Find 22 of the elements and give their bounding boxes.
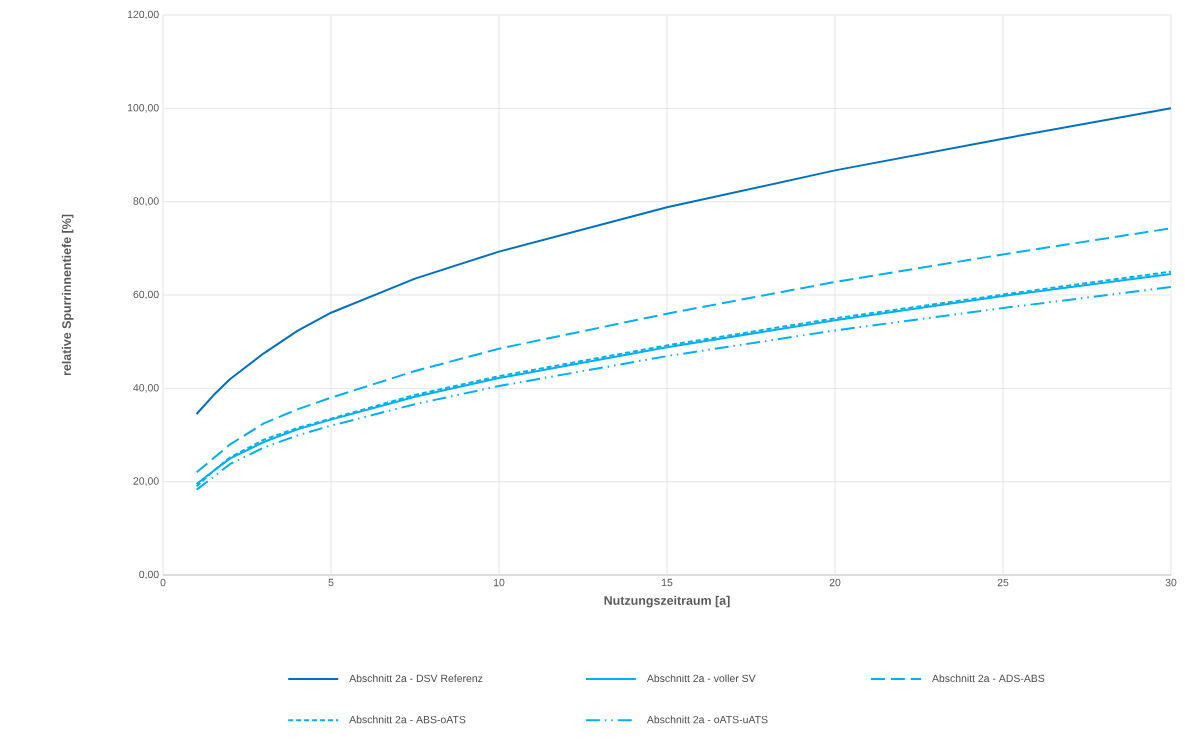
legend-label: Abschnitt 2a - ADS-ABS xyxy=(932,674,1045,683)
legend-label: Abschnitt 2a - oATS-uATS xyxy=(646,715,768,724)
y-axis-title: relative Spurrinnentiefe [%] xyxy=(61,214,74,376)
y-tick-label: 80,00 xyxy=(133,197,159,206)
line-series xyxy=(195,107,1172,415)
y-tick-label: 0,00 xyxy=(139,570,159,580)
legend-label: Abschnitt 2a - voller SV xyxy=(646,674,756,683)
y-tick-label: 120,00 xyxy=(127,10,159,20)
x-tick-label: 15 xyxy=(661,578,673,587)
x-tick-label: 0 xyxy=(160,578,166,587)
y-tick-label: 40,00 xyxy=(133,384,159,393)
legend-label: Abschnitt 2a - ABS-oATS xyxy=(349,715,466,724)
y-tick-label: 20,00 xyxy=(133,477,159,486)
y-tick-label: 100,00 xyxy=(127,104,159,113)
x-axis-title: Nutzungszeitraum [a] xyxy=(604,595,730,608)
x-tick-label: 25 xyxy=(997,578,1009,587)
x-tick-label: 30 xyxy=(1165,578,1177,587)
legend-label: Abschnitt 2a - DSV Referenz xyxy=(349,674,483,683)
x-tick-label: 10 xyxy=(493,578,505,587)
x-tick-label: 20 xyxy=(829,578,841,587)
y-tick-label: 60,00 xyxy=(133,290,159,300)
x-tick-label: 5 xyxy=(328,578,334,587)
